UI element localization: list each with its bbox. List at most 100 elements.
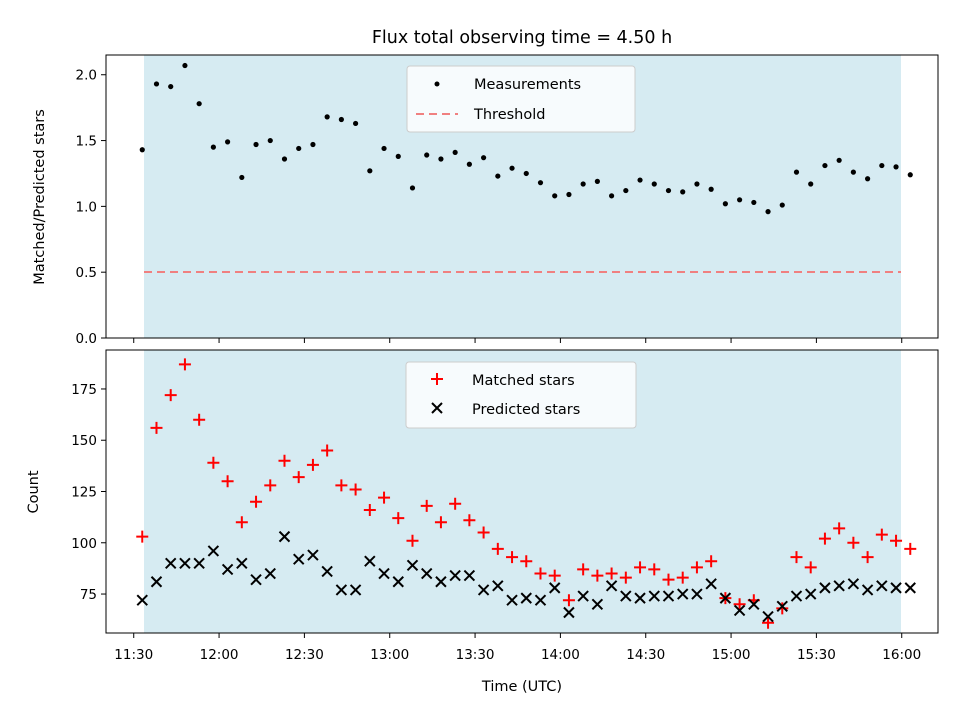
y-tick-label: 175 — [71, 382, 97, 398]
matched-star-point — [292, 471, 305, 484]
measurement-point — [722, 201, 728, 207]
measurement-point — [139, 147, 145, 153]
predicted-star-point — [677, 588, 689, 600]
x-tick-label: 13:30 — [456, 647, 495, 663]
matched-star-point — [705, 555, 718, 568]
measurement-point — [552, 193, 558, 199]
matched-star-point — [520, 555, 533, 568]
predicted-star-point — [733, 604, 746, 617]
matched-star-point — [534, 567, 547, 580]
measurement-point — [424, 152, 430, 158]
measurement-point — [225, 139, 231, 145]
matched-star-point — [250, 495, 263, 508]
measurement-point — [651, 181, 657, 187]
measurement-point — [381, 145, 387, 152]
predicted-star-point — [236, 557, 248, 569]
matched-star-point — [178, 358, 191, 371]
bottom-y-ticks: 75 100 125 150 175 — [71, 382, 106, 603]
x-tick-label: 15:00 — [712, 647, 751, 663]
legend-matched-label: Matched stars — [472, 373, 575, 389]
y-tick-label: 100 — [71, 536, 97, 552]
bottom-axes-frame — [105, 349, 939, 634]
y-tick-label: 1.5 — [76, 134, 97, 150]
measurement-point — [708, 186, 714, 192]
predicted-star-point — [364, 555, 376, 567]
predicted-star-point — [193, 557, 205, 569]
matched-star-point — [676, 571, 689, 584]
measurement-point — [267, 137, 273, 144]
matched-star-point — [662, 573, 675, 586]
matched-star-point — [562, 594, 575, 607]
matched-star-point — [207, 456, 220, 469]
predicted-star-point — [207, 545, 220, 557]
matched-star-point — [235, 516, 248, 529]
matched-star-point — [278, 454, 291, 467]
predicted-star-point — [790, 590, 803, 602]
predicted-star-point — [534, 594, 547, 606]
matched-star-point — [690, 561, 703, 574]
predicted-star-point — [705, 578, 717, 590]
matched-star-point — [790, 551, 803, 564]
measurement-point — [850, 169, 856, 175]
predicted-star-point — [605, 580, 618, 592]
x-tick-label: 11:30 — [114, 647, 153, 663]
matched-star-point — [818, 532, 831, 545]
measurement-point — [594, 178, 600, 184]
predicted-star-point — [463, 569, 476, 582]
y-tick-label: 75 — [80, 587, 97, 603]
predicted-star-point — [805, 588, 817, 600]
predicted-star-point — [762, 610, 774, 623]
measurement-point — [153, 81, 160, 87]
measurement-point — [466, 161, 472, 167]
measurement-point — [793, 169, 800, 175]
predicted-star-point — [890, 582, 902, 594]
x-tick-label: 12:00 — [200, 647, 239, 663]
matched-star-point — [890, 534, 903, 547]
measurement-point — [822, 162, 828, 169]
measurement-point — [665, 187, 672, 194]
measurement-point — [751, 199, 757, 206]
matched-star-point — [164, 389, 177, 402]
predicted-star-point — [435, 576, 447, 588]
measurement-point — [367, 168, 373, 174]
predicted-star-point — [349, 584, 362, 596]
predicted-star-point — [662, 590, 675, 602]
measurement-point — [609, 193, 615, 199]
predicted-star-point — [776, 600, 788, 613]
predicted-star-point — [421, 567, 433, 580]
predicted-star-point — [591, 598, 604, 610]
predicted-star-point — [179, 557, 191, 569]
legend-measurements-marker — [434, 81, 440, 87]
measurement-point — [907, 172, 913, 178]
chart-title: Flux total observing time = 4.50 h — [372, 28, 672, 48]
measurement-point — [253, 141, 259, 148]
matched-star-point — [477, 526, 490, 539]
matched-star-point — [335, 479, 348, 492]
matched-star-point — [221, 475, 234, 488]
measurement-point — [623, 187, 629, 194]
measurement-point — [879, 162, 885, 169]
legend-threshold-label: Threshold — [473, 107, 545, 123]
predicted-star-point — [904, 582, 916, 594]
measurement-point — [694, 181, 700, 187]
top-legend-box — [406, 65, 636, 133]
matched-star-point — [904, 542, 917, 555]
matched-star-point — [833, 522, 846, 535]
measurement-point — [324, 114, 330, 120]
x-tick-label: 14:30 — [626, 647, 665, 663]
matched-star-point — [875, 528, 888, 541]
predicted-star-point — [293, 553, 305, 565]
top-x-ticks — [133, 338, 903, 343]
predicted-star-point — [250, 573, 262, 586]
matched-star-point — [193, 413, 206, 426]
measurement-point — [523, 170, 529, 177]
matched-star-point — [847, 536, 860, 549]
measurement-point — [865, 176, 871, 182]
predicted-star-point — [634, 592, 646, 604]
y-tick-label: 150 — [71, 433, 97, 449]
predicted-star-point — [307, 549, 319, 561]
matched-star-point — [634, 561, 647, 574]
matched-star-point — [449, 497, 462, 510]
matched-star-point — [776, 602, 789, 615]
predicted-star-point — [748, 598, 760, 610]
